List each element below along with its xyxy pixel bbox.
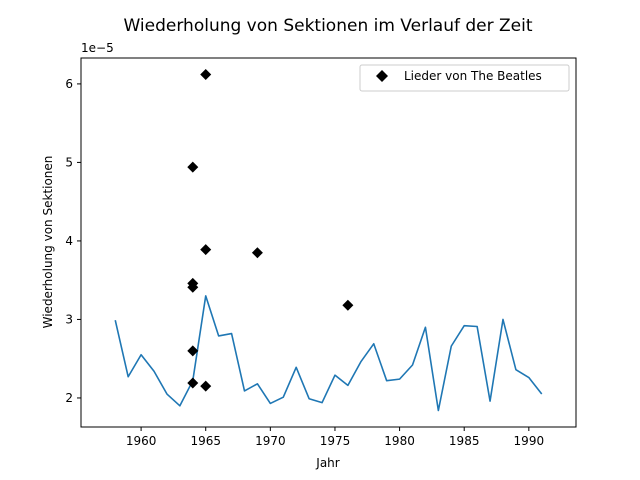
x-tick-label: 1980 xyxy=(384,434,415,448)
scatter-point xyxy=(251,247,263,259)
x-tick-label: 1985 xyxy=(449,434,480,448)
y-tick-label: 5 xyxy=(65,155,73,169)
scatter-point xyxy=(200,244,212,256)
x-tick-label: 1970 xyxy=(255,434,286,448)
y-axis: 2 3 4 5 6 xyxy=(65,77,81,405)
y-tick-label: 4 xyxy=(65,234,73,248)
x-tick-label: 1990 xyxy=(514,434,545,448)
y-tick-label: 6 xyxy=(65,77,73,91)
line-series xyxy=(114,295,543,412)
y-tick-label: 3 xyxy=(65,312,73,326)
scatter-point xyxy=(187,281,199,293)
y-axis-offset-text: 1e−5 xyxy=(81,41,114,55)
x-tick-label: 1960 xyxy=(126,434,157,448)
y-axis-label: Wiederholung von Sektionen xyxy=(41,156,55,329)
scatter-point xyxy=(342,299,354,311)
x-tick-label: 1975 xyxy=(320,434,351,448)
x-tick-label: 1965 xyxy=(190,434,221,448)
x-axis: 1960 1965 1970 1975 1980 1985 1990 xyxy=(126,427,544,448)
plot-frame xyxy=(80,57,577,428)
x-axis-label: Jahr xyxy=(315,456,339,470)
y-tick-label: 2 xyxy=(65,391,73,405)
scatter-point xyxy=(187,377,199,389)
legend: Lieder von The Beatles xyxy=(359,64,570,92)
scatter-point xyxy=(200,380,212,392)
scatter-point xyxy=(187,345,199,357)
chart-title: Wiederholung von Sektionen im Verlauf de… xyxy=(123,16,532,36)
legend-label: Lieder von The Beatles xyxy=(404,69,542,83)
scatter-point xyxy=(187,161,199,173)
legend-marker-diamond xyxy=(376,70,388,82)
legend-box xyxy=(359,64,570,92)
scatter-point xyxy=(200,68,212,80)
plot-content xyxy=(114,68,543,412)
